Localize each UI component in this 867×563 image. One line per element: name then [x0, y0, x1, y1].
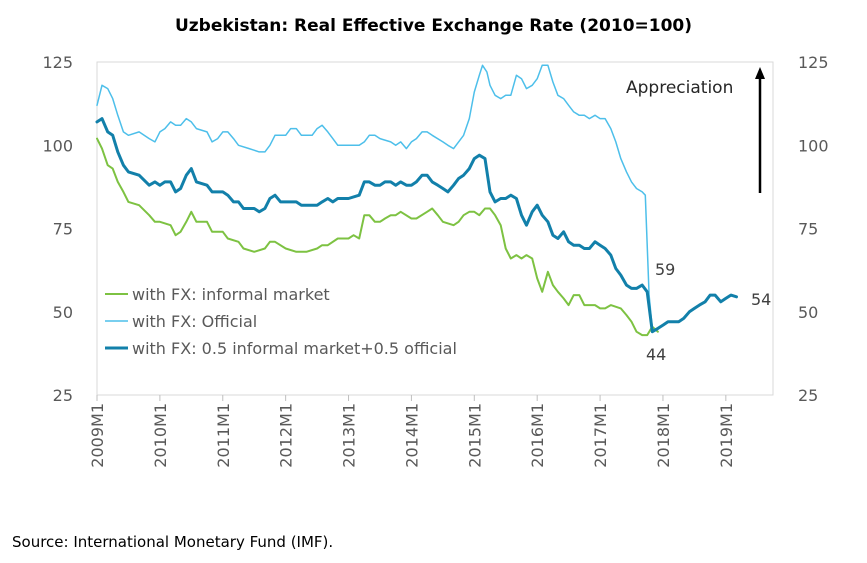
- x-tick-2016M1: 2016M1: [528, 403, 547, 468]
- y-tick-right-100: 100: [798, 136, 829, 155]
- y-tick-left-50: 50: [53, 303, 73, 322]
- y-tick-left-100: 100: [42, 136, 73, 155]
- data-label-54: 54: [751, 290, 771, 309]
- y-tick-left-25: 25: [53, 386, 73, 405]
- y-tick-left-125: 125: [42, 53, 73, 72]
- y-tick-right-125: 125: [798, 53, 829, 72]
- x-tick-2009M1: 2009M1: [88, 403, 107, 468]
- y-axis-right: 25 50 75 100 125: [798, 53, 829, 405]
- x-tick-2018M1: 2018M1: [654, 403, 673, 468]
- series-line-official: [96, 64, 654, 330]
- series-line-informal: [96, 137, 659, 337]
- x-tick-2013M1: 2013M1: [340, 403, 359, 468]
- data-label-59: 59: [655, 260, 675, 279]
- x-tick-2015M1: 2015M1: [465, 403, 484, 468]
- appreciation-arrowhead-icon: [755, 67, 765, 79]
- x-tick-2014M1: 2014M1: [402, 403, 421, 468]
- legend-label-informal: with FX: informal market: [132, 285, 330, 304]
- y-axis-left: 25 50 75 100 125: [42, 53, 73, 405]
- plot-area-frame: [96, 61, 774, 396]
- x-tick-2011M1: 2011M1: [214, 403, 233, 468]
- x-tick-2012M1: 2012M1: [277, 403, 296, 468]
- y-tick-left-75: 75: [53, 220, 73, 239]
- chart-title: Uzbekistan: Real Effective Exchange Rate…: [174, 16, 693, 36]
- y-tick-right-75: 75: [798, 220, 818, 239]
- x-tick-2017M1: 2017M1: [591, 403, 610, 468]
- y-tick-right-25: 25: [798, 386, 818, 405]
- data-label-44: 44: [646, 345, 666, 364]
- legend: with FX: informal market with FX: Offici…: [105, 285, 457, 358]
- appreciation-label: Appreciation: [626, 78, 733, 98]
- x-tick-2019M1: 2019M1: [717, 403, 736, 468]
- series-lines: [95, 64, 738, 337]
- x-axis: 2009M1 2010M1 2011M1 2012M1 2013M1 2014M1 2015…: [88, 395, 736, 468]
- legend-label-combined: with FX: 0.5 informal market+0.5 officia…: [132, 339, 457, 358]
- source-note: Source: International Monetary Fund (IMF…: [12, 533, 334, 551]
- y-tick-right-50: 50: [798, 303, 818, 322]
- x-tick-2010M1: 2010M1: [151, 403, 170, 468]
- legend-label-official: with FX: Official: [132, 312, 257, 331]
- series-line-combined: [95, 117, 738, 334]
